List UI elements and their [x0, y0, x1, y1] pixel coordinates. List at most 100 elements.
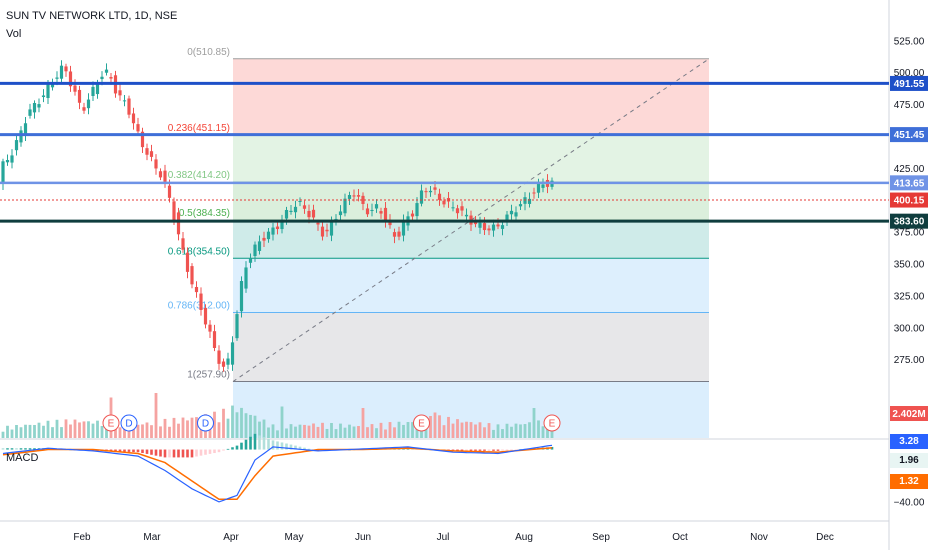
candle-body: [158, 171, 163, 178]
volume-bar: [442, 425, 446, 438]
volume-bar: [271, 424, 275, 438]
candle-body: [262, 237, 266, 241]
macd-histogram-bar: [15, 448, 18, 450]
candle-body: [208, 324, 212, 332]
macd-histogram-bar: [127, 449, 131, 452]
macd-histogram-bar: [235, 445, 239, 450]
volume-bar: [447, 416, 450, 438]
candle-body: [289, 210, 293, 212]
macd-histogram-bar: [271, 440, 275, 450]
price-tick-label: 375.00: [894, 228, 925, 239]
candle-body: [10, 155, 14, 163]
volume-legend-label: Vol: [6, 28, 22, 40]
volume-bar: [118, 427, 122, 438]
volume-bar: [60, 427, 63, 438]
candle-body: [32, 102, 37, 113]
candle-body: [379, 211, 383, 214]
macd-histogram-bar: [285, 443, 288, 450]
volume-bar: [55, 419, 59, 438]
volume-bar: [15, 425, 18, 438]
candle-body: [50, 82, 55, 88]
candle-body: [428, 190, 433, 193]
volume-bar: [411, 422, 414, 438]
macd-histogram-bar: [10, 448, 14, 450]
volume-bar: [519, 424, 522, 438]
candle-body: [73, 85, 77, 92]
macd-histogram-bar: [118, 449, 122, 452]
volume-bar: [312, 423, 315, 438]
macd-histogram-bar: [501, 449, 504, 451]
volume-bar: [384, 429, 387, 438]
candle-body: [460, 206, 464, 211]
volume-bar: [240, 407, 243, 438]
event-marker-label: E: [549, 419, 556, 430]
volume-value-badge: [890, 406, 928, 421]
fib-zone: [233, 134, 709, 183]
volume-bar: [339, 423, 342, 438]
candle-body: [356, 195, 361, 197]
fib-level-label: 0.5(384.35): [179, 208, 230, 219]
fib-level-label: 0(510.85): [187, 47, 230, 58]
volume-bar: [33, 424, 36, 438]
volume-bar: [51, 427, 54, 438]
candle-body: [181, 238, 185, 250]
volume-bar: [150, 425, 153, 438]
volume-bar: [163, 418, 167, 438]
time-tick-label: Feb: [73, 532, 91, 543]
macd-histogram-bar: [483, 449, 486, 451]
volume-bar: [132, 423, 135, 438]
candle-body: [221, 361, 226, 367]
volume-bar: [42, 425, 45, 438]
fib-zone: [233, 258, 709, 313]
volume-bar: [361, 408, 365, 438]
event-marker-label: E: [418, 419, 425, 430]
candle-body: [28, 109, 32, 116]
candle-body: [298, 201, 302, 203]
volume-bar: [258, 421, 261, 438]
time-tick-label: Apr: [223, 532, 239, 543]
macd-line: [2, 444, 553, 503]
fib-level-label: 0.382(414.20): [168, 170, 230, 181]
candle-body: [316, 222, 320, 225]
price-label-text: 451.45: [894, 130, 925, 141]
candle-body: [415, 203, 419, 217]
candle-body: [239, 280, 244, 312]
macd-histogram-bar: [222, 449, 225, 451]
candle-body: [338, 211, 343, 216]
candle-body: [109, 77, 113, 79]
candle-body: [118, 90, 122, 96]
macd-histogram-bar: [132, 449, 135, 453]
volume-bar: [528, 422, 531, 438]
candle-body: [527, 198, 532, 204]
macd-histogram-bar: [253, 433, 257, 450]
volume-bar: [213, 411, 216, 438]
volume-bar: [496, 424, 500, 438]
candle-body: [64, 66, 68, 72]
macd-histogram-bar: [199, 449, 203, 456]
candle-body: [482, 223, 487, 231]
candle-body: [14, 140, 19, 151]
volume-bar: [289, 424, 293, 438]
candle-body: [82, 107, 86, 111]
event-marker-label: D: [202, 419, 209, 430]
time-tick-label: Jun: [355, 532, 371, 543]
volume-bar: [10, 429, 14, 438]
volume-bar: [505, 423, 509, 438]
candle-body: [370, 209, 374, 211]
candle-body: [442, 200, 446, 205]
macd-histogram-bar: [150, 449, 153, 455]
candle-body: [280, 220, 284, 230]
candle-body: [383, 207, 388, 222]
candle-body: [487, 228, 491, 231]
volume-bar: [154, 393, 158, 438]
symbol-title[interactable]: SUN TV NETWORK LTD, 1D, NSE: [6, 10, 178, 22]
volume-bar: [474, 424, 477, 438]
volume-bar: [298, 424, 302, 438]
candle-body: [536, 182, 541, 193]
macd-histogram-bar: [154, 449, 158, 456]
volume-bar: [145, 422, 149, 438]
signal-line: [2, 447, 553, 501]
price-label-badge: [890, 192, 928, 208]
